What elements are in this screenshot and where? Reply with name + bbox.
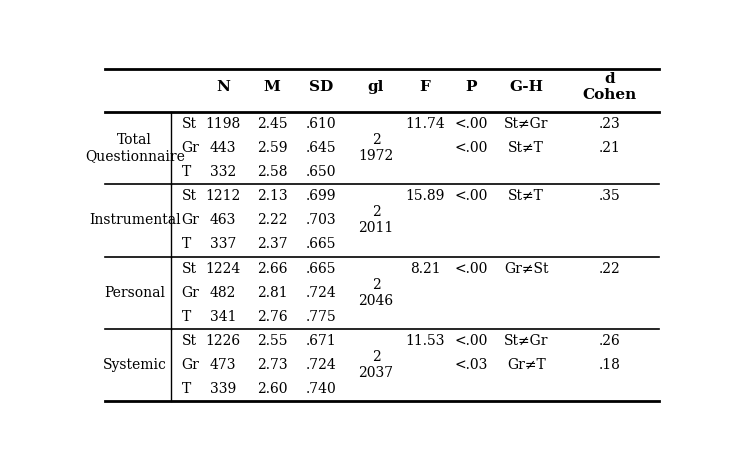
Text: Gr: Gr [182, 213, 200, 227]
Text: Gr: Gr [182, 141, 200, 155]
Text: T: T [182, 310, 191, 324]
Text: Instrumental: Instrumental [89, 213, 180, 227]
Text: 443: 443 [210, 141, 236, 155]
Text: 8.21: 8.21 [410, 262, 440, 275]
Text: 2.55: 2.55 [257, 334, 288, 348]
Text: Gr≠St: Gr≠St [504, 262, 548, 275]
Text: 2.58: 2.58 [257, 165, 288, 179]
Text: St≠T: St≠T [508, 141, 544, 155]
Text: d
Cohen: d Cohen [583, 72, 637, 102]
Text: .23: .23 [599, 117, 621, 131]
Text: 341: 341 [210, 310, 236, 324]
Text: St: St [182, 334, 197, 348]
Text: 11.53: 11.53 [405, 334, 445, 348]
Text: M: M [264, 80, 281, 94]
Text: .740: .740 [305, 382, 337, 397]
Text: 2.66: 2.66 [257, 262, 288, 275]
Text: 2
2011: 2 2011 [358, 205, 393, 235]
Text: .724: .724 [305, 286, 337, 300]
Text: .665: .665 [306, 237, 337, 252]
Text: .21: .21 [599, 141, 621, 155]
Text: gl: gl [368, 80, 384, 94]
Text: 1224: 1224 [206, 262, 241, 275]
Text: 2.73: 2.73 [257, 358, 288, 372]
Text: N: N [216, 80, 230, 94]
Text: 2.22: 2.22 [257, 213, 288, 227]
Text: 11.74: 11.74 [405, 117, 445, 131]
Text: <.00: <.00 [454, 334, 488, 348]
Text: 337: 337 [210, 237, 236, 252]
Text: 339: 339 [210, 382, 236, 397]
Text: 15.89: 15.89 [405, 189, 445, 203]
Text: 2.37: 2.37 [257, 237, 288, 252]
Text: Gr: Gr [182, 286, 200, 300]
Text: <.00: <.00 [454, 262, 488, 275]
Text: 482: 482 [210, 286, 236, 300]
Text: .18: .18 [599, 358, 621, 372]
Text: Total
Questionnaire: Total Questionnaire [85, 133, 185, 163]
Text: 1198: 1198 [206, 117, 241, 131]
Text: <.00: <.00 [454, 117, 488, 131]
Text: St≠T: St≠T [508, 189, 544, 203]
Text: .22: .22 [599, 262, 621, 275]
Text: Gr≠T: Gr≠T [507, 358, 545, 372]
Text: St≠Gr: St≠Gr [504, 117, 548, 131]
Text: .665: .665 [306, 262, 337, 275]
Text: 1226: 1226 [206, 334, 241, 348]
Text: .610: .610 [306, 117, 337, 131]
Text: .650: .650 [306, 165, 337, 179]
Text: .35: .35 [599, 189, 621, 203]
Text: F: F [419, 80, 431, 94]
Text: Systemic: Systemic [103, 358, 167, 372]
Text: SD: SD [309, 80, 333, 94]
Text: .775: .775 [305, 310, 337, 324]
Text: <.00: <.00 [454, 189, 488, 203]
Text: .724: .724 [305, 358, 337, 372]
Text: St≠Gr: St≠Gr [504, 334, 548, 348]
Text: 2
2037: 2 2037 [358, 350, 393, 381]
Text: Gr: Gr [182, 358, 200, 372]
Text: 1212: 1212 [206, 189, 241, 203]
Text: 2.13: 2.13 [257, 189, 288, 203]
Text: .671: .671 [305, 334, 337, 348]
Text: St: St [182, 262, 197, 275]
Text: 2.81: 2.81 [257, 286, 288, 300]
Text: St: St [182, 189, 197, 203]
Text: P: P [466, 80, 477, 94]
Text: Personal: Personal [104, 286, 165, 300]
Text: .645: .645 [306, 141, 337, 155]
Text: .703: .703 [306, 213, 337, 227]
Text: St: St [182, 117, 197, 131]
Text: 2.76: 2.76 [257, 310, 288, 324]
Text: T: T [182, 382, 191, 397]
Text: 2.60: 2.60 [257, 382, 288, 397]
Text: G-H: G-H [509, 80, 543, 94]
Text: .699: .699 [306, 189, 337, 203]
Text: 2
2046: 2 2046 [358, 278, 393, 308]
Text: T: T [182, 165, 191, 179]
Text: .26: .26 [599, 334, 621, 348]
Text: 2.45: 2.45 [257, 117, 288, 131]
Text: <.00: <.00 [454, 141, 488, 155]
Text: 463: 463 [210, 213, 236, 227]
Text: 2.59: 2.59 [257, 141, 288, 155]
Text: T: T [182, 237, 191, 252]
Text: 473: 473 [210, 358, 236, 372]
Text: 332: 332 [210, 165, 236, 179]
Text: 2
1972: 2 1972 [358, 133, 393, 163]
Text: <.03: <.03 [454, 358, 488, 372]
